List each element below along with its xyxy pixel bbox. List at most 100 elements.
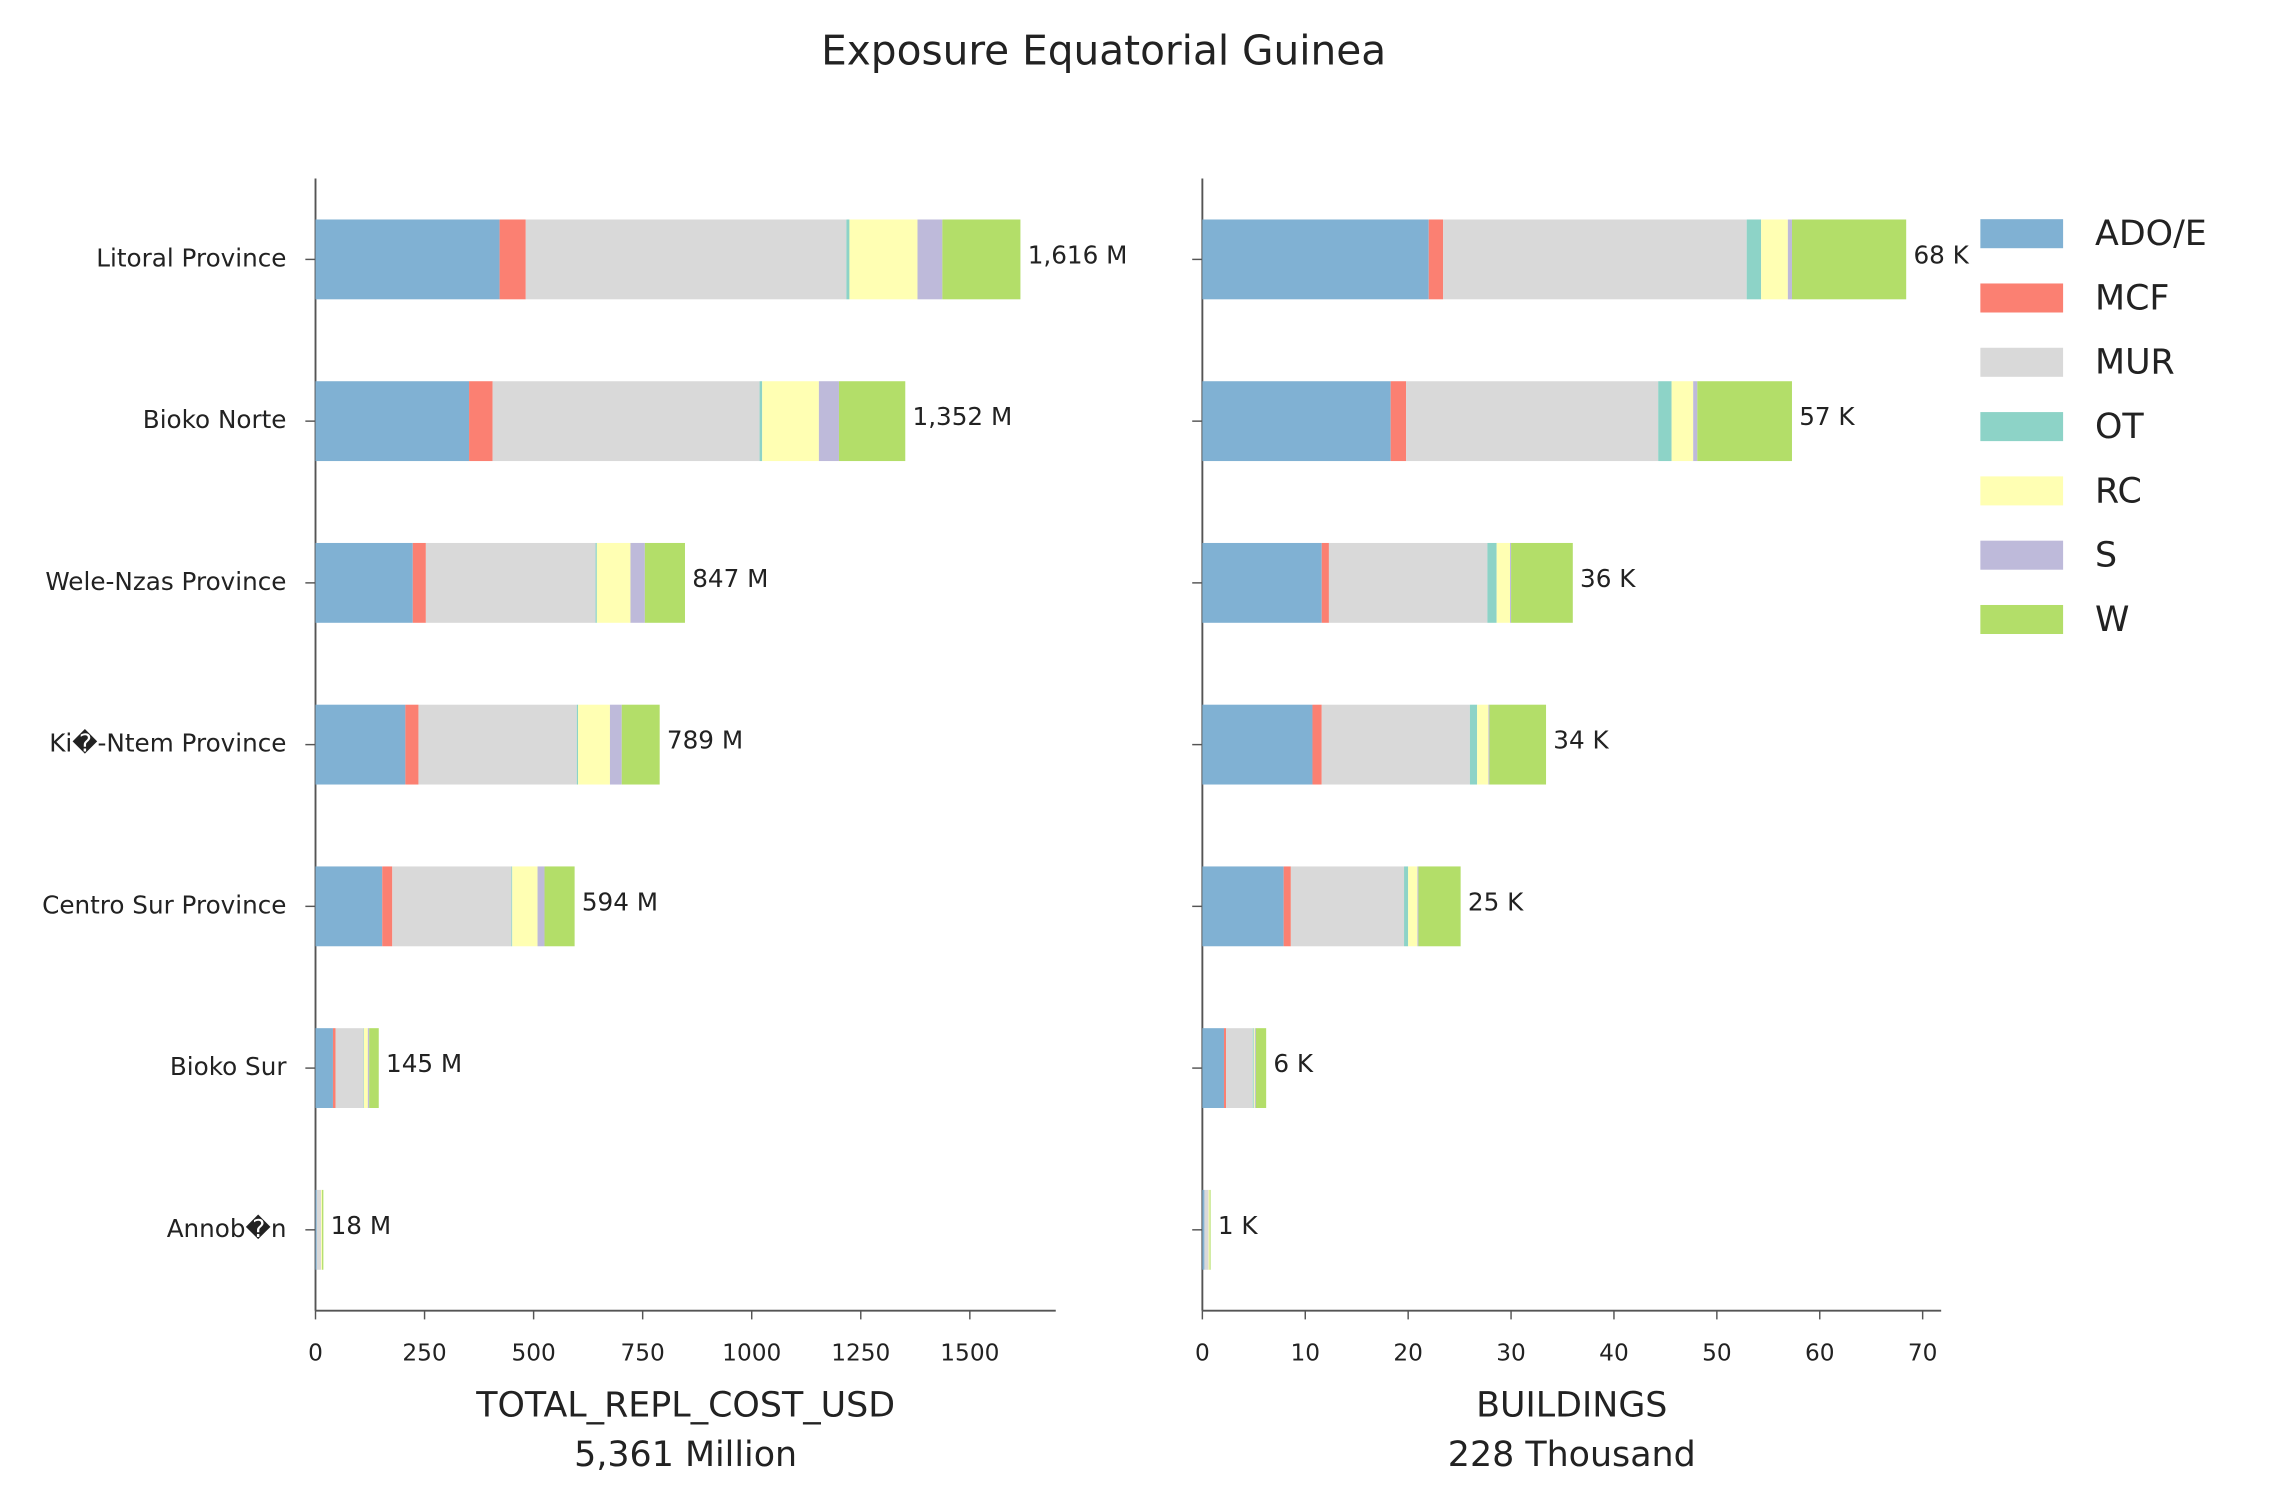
bar-segment: S (818, 381, 839, 462)
bar-segment: W (1697, 381, 1792, 462)
bar-segment: MCF (382, 866, 393, 947)
bar-segment: ADO/E (315, 1189, 317, 1270)
value-label: 6 K (1273, 1049, 1314, 1078)
bar-segment: RC (1761, 219, 1788, 300)
legend-label: W (2095, 600, 2129, 640)
bar-segment: ADO/E (315, 219, 500, 300)
bar-segment: S (1488, 704, 1490, 785)
value-label: 847 M (692, 564, 768, 593)
x-tick-label: 1500 (940, 1340, 999, 1367)
bar-segment: RC (1253, 1028, 1255, 1109)
bar-segment: OT (595, 542, 597, 623)
bar-segment: MCF (1390, 381, 1407, 462)
value-label: 36 K (1580, 564, 1636, 593)
bar-segment: W (838, 381, 906, 462)
bar-segment: OT (1487, 542, 1497, 623)
x-tick-label: 250 (402, 1340, 446, 1367)
bar-segment: W (369, 1028, 379, 1109)
bar-segment: RC (363, 1028, 368, 1109)
bar-segment: RC (578, 704, 610, 785)
bar-segment: MCF (412, 542, 426, 623)
bar-segment: S (609, 704, 622, 785)
bar-segment: RC (1408, 866, 1418, 947)
x-axis-sublabel: 5,361 Million (574, 1435, 797, 1475)
x-tick-label: 750 (621, 1340, 665, 1367)
bar-segment: ADO/E (315, 1028, 333, 1109)
legend-swatch (1980, 540, 2064, 570)
value-label: 68 K (1913, 240, 1969, 269)
value-label: 594 M (582, 887, 658, 916)
legend-label: OT (2095, 407, 2144, 447)
bar-segment: S (537, 866, 545, 947)
bar-segment: RC (762, 381, 819, 462)
bar-segment: ADO/E (1202, 866, 1284, 947)
bar-segment: ADO/E (1202, 381, 1391, 462)
bar-segment: MUR (1226, 1028, 1253, 1109)
x-tick-label: 20 (1393, 1340, 1423, 1367)
bar-segment: ADO/E (315, 381, 470, 462)
bar-segment: MUR (1321, 704, 1470, 785)
bar-segment: S (367, 1028, 370, 1109)
bar-segment: RC (849, 219, 918, 300)
value-label: 25 K (1468, 887, 1524, 916)
x-tick-label: 40 (1599, 1340, 1629, 1367)
legend-swatch (1980, 604, 2064, 635)
value-label: 1 K (1218, 1211, 1259, 1240)
bar-segment: MUR (1204, 1189, 1209, 1270)
bar-segment: S (1254, 1028, 1256, 1109)
x-tick-label: 10 (1290, 1340, 1320, 1367)
bar-segment: MCF (469, 381, 493, 462)
bar-segment: RC (1208, 1189, 1210, 1270)
bar-segment: RC (1496, 542, 1511, 623)
bar-segment: OT (1404, 866, 1409, 947)
bar-segment: W (322, 1189, 324, 1270)
bar-segment: ADO/E (1202, 542, 1322, 623)
bar-segment: MCF (1312, 704, 1322, 785)
bar-segment: W (1791, 219, 1907, 300)
bar-segment: MUR (335, 1028, 364, 1109)
y-tick-label: Centro Sur Province (42, 890, 286, 919)
y-tick-label: Bioko Norte (143, 405, 287, 434)
bar-segment: MUR (418, 704, 577, 785)
bar-segment: MUR (492, 381, 760, 462)
bar-segment: OT (511, 866, 513, 947)
bar-segment: ADO/E (315, 704, 406, 785)
bar-segment: ADO/E (1202, 219, 1429, 300)
bar-segment: MCF (1321, 542, 1329, 623)
y-tick-label: Wele-Nzas Province (45, 567, 286, 596)
x-tick-label: 500 (511, 1340, 555, 1367)
bar-segment: W (1511, 542, 1573, 623)
y-tick-label: Ki�-Ntem Province (49, 729, 286, 758)
bar-segment: RC (596, 542, 631, 623)
bar-segment: W (1418, 866, 1461, 947)
legend-swatch (1980, 412, 2064, 442)
bar-segment: MCF (332, 1028, 336, 1109)
x-axis-sublabel: 228 Thousand (1448, 1435, 1696, 1475)
legend-label: ADO/E (2095, 214, 2207, 254)
bar-segment: OT (1658, 381, 1672, 462)
bar-segment: OT (1252, 1028, 1254, 1109)
bar-segment: ADO/E (1202, 1189, 1205, 1270)
bar-segment: MCF (1428, 219, 1444, 300)
x-tick-label: 1000 (722, 1340, 781, 1367)
bar-segment: S (917, 219, 943, 300)
bar-segment: OT (846, 219, 850, 300)
x-tick-label: 50 (1702, 1340, 1732, 1367)
value-label: 1,616 M (1028, 240, 1128, 269)
bar-segment: S (1510, 542, 1512, 623)
bar-segment: ADO/E (315, 542, 413, 623)
legend-swatch (1980, 219, 2064, 249)
bar-segment: MUR (1443, 219, 1747, 300)
bar-segment: MUR (1406, 381, 1659, 462)
bar-segment: MCF (499, 219, 526, 300)
x-tick-label: 0 (308, 1340, 323, 1367)
bar-segment: W (942, 219, 1021, 300)
bar-segment: MUR (316, 1189, 322, 1270)
bar-segment: MUR (1290, 866, 1405, 947)
value-label: 57 K (1799, 402, 1855, 431)
bar-segment: MUR (425, 542, 596, 623)
bar-segment: S (1693, 381, 1698, 462)
bar-segment: MCF (1283, 866, 1291, 947)
legend-swatch (1980, 476, 2064, 506)
